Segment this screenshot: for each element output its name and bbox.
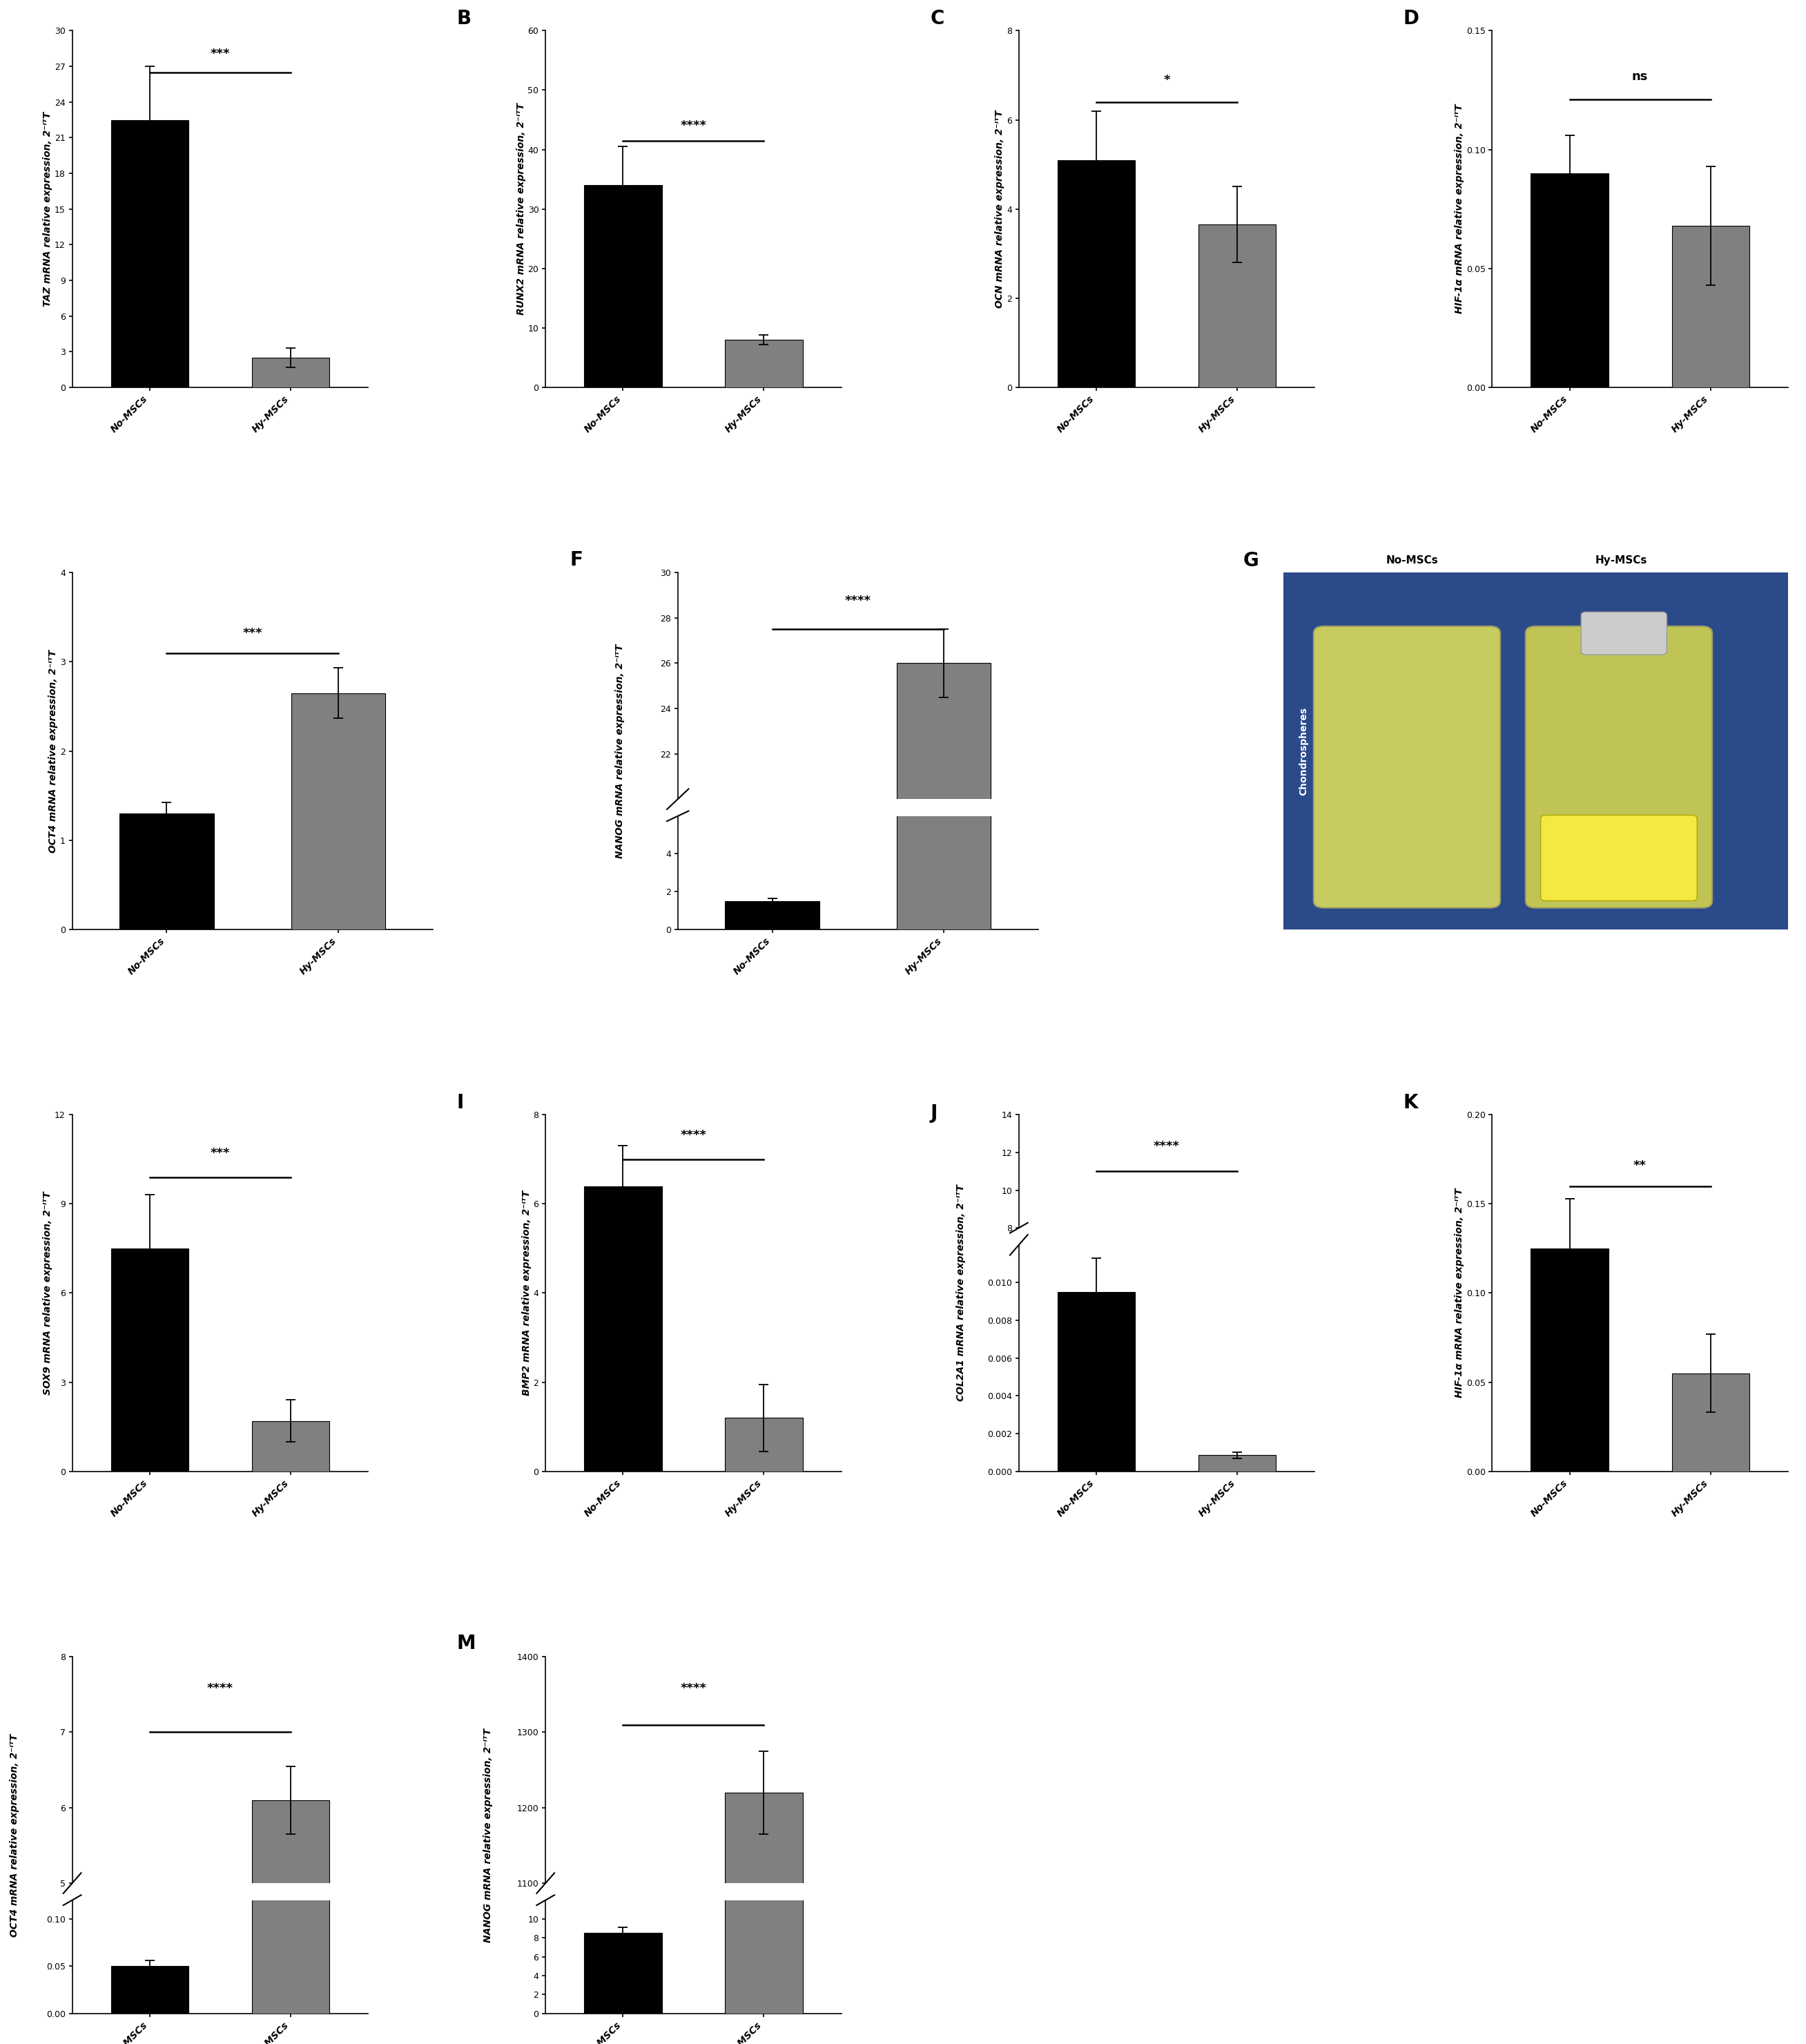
Bar (726, 1793, 802, 2044)
Bar (585, 1934, 661, 2013)
FancyBboxPatch shape (1313, 625, 1501, 908)
Text: OCT4 mRNA relative expression, 2⁻ᴵᵀT: OCT4 mRNA relative expression, 2⁻ᴵᵀT (9, 1733, 20, 1936)
Text: J: J (930, 1104, 937, 1122)
Bar (1058, 159, 1134, 386)
Text: COL2A1 mRNA relative expression, 2⁻ᴵᵀT: COL2A1 mRNA relative expression, 2⁻ᴵᵀT (955, 1186, 966, 1402)
Bar (110, 1249, 188, 1472)
Bar (251, 0, 329, 2013)
FancyBboxPatch shape (1541, 816, 1698, 901)
Text: D: D (1403, 10, 1420, 29)
Bar (251, 358, 329, 386)
Y-axis label: HIF-1α mRNA relative expression, 2⁻ᴵᵀT: HIF-1α mRNA relative expression, 2⁻ᴵᵀT (1454, 104, 1465, 315)
Bar (110, 121, 188, 386)
Text: NANOG mRNA relative expression, 2⁻ᴵᵀT: NANOG mRNA relative expression, 2⁻ᴵᵀT (616, 644, 625, 858)
Bar (291, 693, 385, 930)
Text: ***: *** (242, 628, 262, 640)
Bar (585, 1186, 661, 1472)
Y-axis label: HIF-1α mRNA relative expression, 2⁻ᴵᵀT: HIF-1α mRNA relative expression, 2⁻ᴵᵀT (1454, 1188, 1465, 1398)
Text: F: F (569, 550, 583, 570)
Text: No-MSCs: No-MSCs (1385, 556, 1438, 566)
Bar (896, 439, 991, 930)
Text: ****: **** (681, 119, 706, 131)
Text: ns: ns (1633, 72, 1649, 84)
Bar (1199, 1455, 1275, 1472)
Y-axis label: OCN mRNA relative expression, 2⁻ᴵᵀT: OCN mRNA relative expression, 2⁻ᴵᵀT (995, 110, 1004, 309)
FancyBboxPatch shape (1284, 572, 1788, 930)
Text: ****: **** (845, 595, 870, 607)
Text: **: ** (1633, 1159, 1647, 1171)
Bar (896, 662, 991, 1251)
Bar (1531, 1249, 1609, 1472)
Y-axis label: BMP2 mRNA relative expression, 2⁻ᴵᵀT: BMP2 mRNA relative expression, 2⁻ᴵᵀT (522, 1190, 531, 1396)
Bar (1531, 174, 1609, 386)
Bar (1672, 1374, 1750, 1472)
Bar (1672, 225, 1750, 386)
Text: B: B (457, 10, 471, 29)
FancyBboxPatch shape (1580, 611, 1667, 654)
Bar (110, 1966, 188, 2013)
Bar (119, 814, 213, 930)
FancyBboxPatch shape (1526, 625, 1712, 908)
Text: K: K (1403, 1094, 1418, 1112)
Text: ****: **** (681, 1682, 706, 1694)
Bar (724, 901, 820, 930)
Text: Chondrospheres: Chondrospheres (1299, 707, 1308, 795)
Bar (724, 1218, 820, 1251)
Bar (726, 339, 802, 386)
Y-axis label: SOX9 mRNA relative expression, 2⁻ᴵᵀT: SOX9 mRNA relative expression, 2⁻ᴵᵀT (43, 1192, 52, 1394)
Text: ****: **** (681, 1128, 706, 1141)
Text: ***: *** (209, 47, 229, 61)
Bar (585, 186, 661, 386)
Text: ****: **** (208, 1682, 233, 1694)
Y-axis label: RUNX2 mRNA relative expression, 2⁻ᴵᵀT: RUNX2 mRNA relative expression, 2⁻ᴵᵀT (517, 102, 526, 315)
Text: M: M (457, 1633, 475, 1654)
Text: C: C (930, 10, 945, 29)
Text: NANOG mRNA relative expression, 2⁻ᴵᵀT: NANOG mRNA relative expression, 2⁻ᴵᵀT (482, 1727, 493, 1942)
Bar (251, 1421, 329, 1472)
Text: I: I (457, 1094, 464, 1112)
Bar (726, 1419, 802, 1472)
Y-axis label: TAZ mRNA relative expression, 2⁻ᴵᵀT: TAZ mRNA relative expression, 2⁻ᴵᵀT (43, 112, 52, 307)
Bar (251, 1801, 329, 2044)
Bar (1058, 1292, 1134, 1472)
Y-axis label: OCT4 mRNA relative expression, 2⁻ᴵᵀT: OCT4 mRNA relative expression, 2⁻ᴵᵀT (49, 650, 58, 852)
Bar (726, 0, 802, 2013)
Text: Hy-MSCs: Hy-MSCs (1595, 556, 1647, 566)
Text: ****: **** (1154, 1141, 1179, 1153)
Bar (1199, 225, 1275, 386)
Text: ***: *** (209, 1147, 229, 1159)
Text: *: * (1163, 74, 1170, 86)
Text: G: G (1243, 552, 1259, 570)
